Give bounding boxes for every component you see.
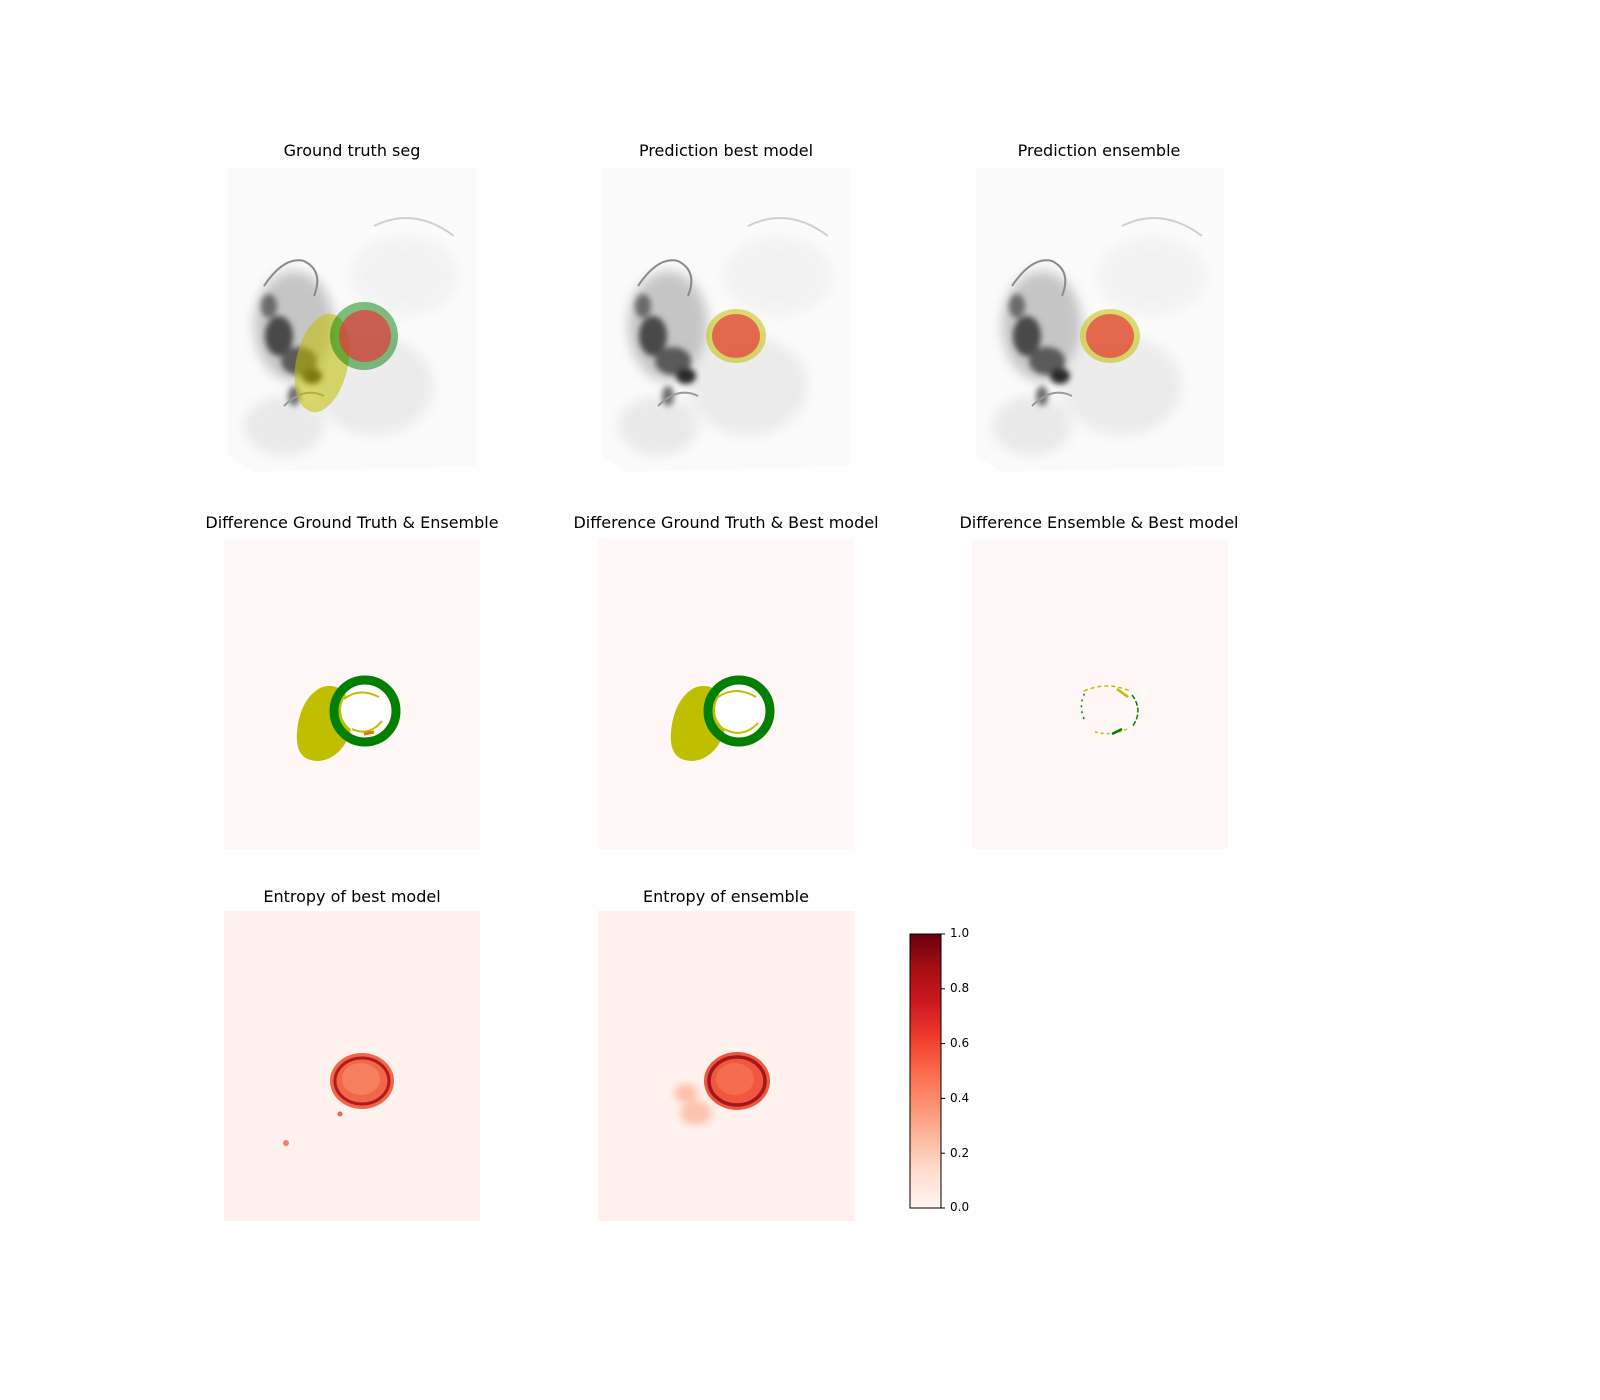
- diff-image-gt-best: [598, 539, 854, 849]
- diff2-green-ring: [703, 675, 775, 747]
- diff2-white-center: [715, 687, 761, 733]
- panel-title-pred-best: Prediction best model: [638, 141, 814, 160]
- panel-prediction-ensemble: [972, 166, 1226, 472]
- diff3-sparse-outline: [1080, 685, 1139, 736]
- colorbar-gradient: [909, 933, 945, 1209]
- panel-title-entropy-ensemble: Entropy of ensemble: [643, 887, 809, 906]
- pred-ens-red-core: [1086, 314, 1134, 358]
- panel-title-diff-gt-ensemble: Difference Ground Truth & Ensemble: [205, 513, 499, 532]
- scan-image-pred-ensemble: [972, 166, 1226, 472]
- panel-title-gt-seg: Ground truth seg: [283, 141, 421, 160]
- entropy-image-ensemble: [598, 911, 854, 1221]
- panel-entropy-best-model: [224, 911, 480, 1221]
- diff-image-gt-ensemble: [224, 539, 480, 849]
- panel-title-diff-ensemble-best: Difference Ensemble & Best model: [959, 513, 1239, 532]
- colorbar: [909, 933, 945, 1210]
- entropy-image-best: [224, 911, 480, 1221]
- pred-best-red-core: [712, 314, 760, 358]
- colorbar-tick-1-0: 1.0: [950, 926, 970, 940]
- panel-prediction-best-model: [598, 166, 852, 472]
- colorbar-tick-0-0: 0.0: [950, 1200, 970, 1214]
- scan-image-pred-best: [598, 166, 852, 472]
- gt-red-core: [339, 310, 391, 362]
- panel-diff-gt-ensemble: [224, 539, 480, 849]
- panel-entropy-ensemble: [598, 911, 854, 1221]
- panel-title-entropy-best: Entropy of best model: [263, 887, 441, 906]
- colorbar-tick-0-2: 0.2: [950, 1146, 970, 1160]
- panel-diff-gt-best: [598, 539, 854, 849]
- colorbar-tick-0-4: 0.4: [950, 1091, 970, 1105]
- scan-image-gt: [224, 166, 478, 472]
- panel-title-diff-gt-best: Difference Ground Truth & Best model: [573, 513, 879, 532]
- panel-diff-ensemble-best: [972, 539, 1228, 849]
- diff-green-ring: [329, 675, 401, 747]
- diff-white-center: [341, 687, 387, 733]
- colorbar-tick-0-8: 0.8: [950, 981, 970, 995]
- diff-image-ensemble-best: [972, 539, 1228, 849]
- colorbar-tick-0-6: 0.6: [950, 1036, 970, 1050]
- panel-ground-truth-seg: [224, 166, 478, 472]
- panel-title-pred-ensemble: Prediction ensemble: [1017, 141, 1181, 160]
